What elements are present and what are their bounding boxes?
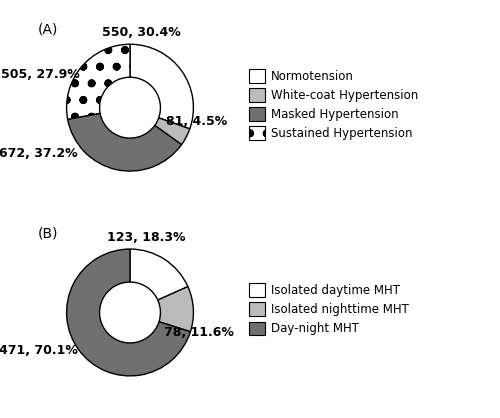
Wedge shape	[130, 44, 194, 129]
Text: 78, 11.6%: 78, 11.6%	[164, 326, 234, 339]
Wedge shape	[154, 118, 190, 145]
Text: 81, 4.5%: 81, 4.5%	[166, 115, 227, 128]
Text: 471, 70.1%: 471, 70.1%	[0, 344, 78, 357]
Wedge shape	[158, 287, 194, 332]
Text: (B): (B)	[38, 227, 58, 241]
Text: 123, 18.3%: 123, 18.3%	[106, 231, 185, 244]
Text: 550, 30.4%: 550, 30.4%	[102, 26, 181, 39]
Wedge shape	[68, 113, 182, 171]
Text: 505, 27.9%: 505, 27.9%	[0, 68, 80, 81]
Legend: Normotension, White-coat Hypertension, Masked Hypertension, Sustained Hypertensi: Normotension, White-coat Hypertension, M…	[248, 68, 420, 141]
Text: 672, 37.2%: 672, 37.2%	[0, 147, 78, 160]
Wedge shape	[66, 44, 130, 119]
Text: (A): (A)	[38, 22, 58, 36]
Wedge shape	[66, 249, 190, 376]
Wedge shape	[130, 249, 188, 300]
Legend: Isolated daytime MHT, Isolated nighttime MHT, Day-night MHT: Isolated daytime MHT, Isolated nighttime…	[248, 282, 410, 336]
